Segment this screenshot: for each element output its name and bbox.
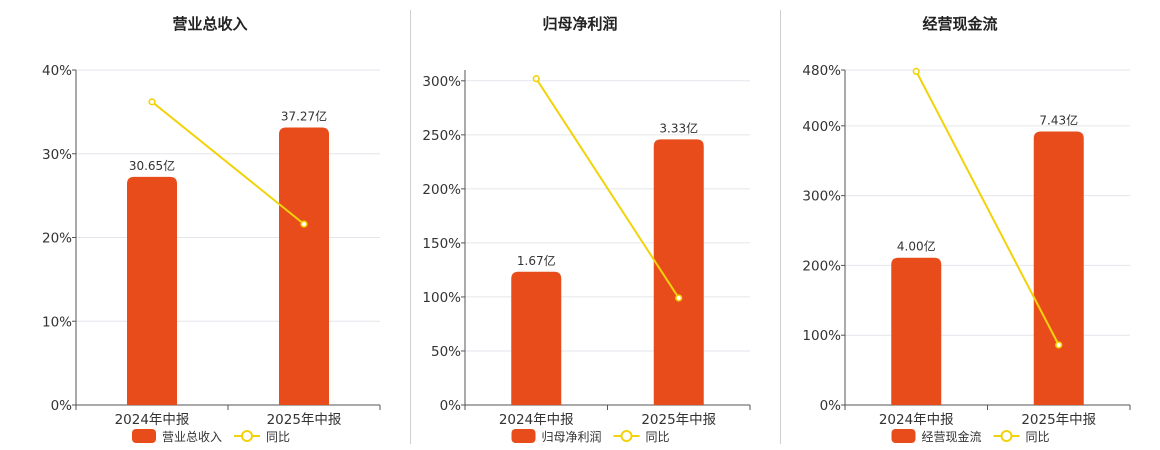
yoy-line — [535, 78, 680, 299]
chart-panel: 归母净利润 0% 50% 100% 150% 200% 250% 300% 1.67亿 3.33亿… — [422, 15, 751, 444]
legend: 归母净利润 同比 — [511, 429, 670, 444]
bar — [127, 176, 177, 405]
bar — [511, 271, 562, 405]
yoy-line — [915, 70, 1060, 346]
legend-line-label: 同比 — [1026, 430, 1050, 444]
y-tick-label: 0% — [820, 398, 842, 414]
bar-data-label: 1.67亿 — [517, 253, 556, 268]
legend-bar-label: 经营现金流 — [922, 429, 982, 444]
y-tick-label: 100% — [802, 328, 841, 344]
yoy-point — [1055, 341, 1063, 349]
y-tick-label: 40% — [42, 63, 72, 79]
y-tick-label: 300% — [422, 74, 461, 90]
bar-data-label: 37.27亿 — [281, 109, 327, 124]
legend-bar-swatch — [891, 429, 916, 443]
y-tick-label: 100% — [422, 290, 461, 306]
chart-panel: 经营现金流 0% 100% 200% 300% 400% 480% 4.00亿 7.43亿 202… — [802, 15, 1131, 444]
legend-bar-label: 营业总收入 — [162, 430, 222, 444]
y-tick-label: 400% — [802, 119, 841, 135]
chart-title: 营业总收入 — [172, 15, 247, 33]
legend-line-marker — [620, 430, 633, 442]
panel-divider — [780, 10, 781, 444]
y-tick-label: 0% — [51, 398, 73, 414]
y-tick-label: 0% — [440, 398, 462, 414]
y-tick-label: 200% — [802, 258, 841, 274]
legend-line-marker — [1000, 430, 1013, 442]
legend-bar-swatch — [132, 429, 156, 443]
y-tick-label: 150% — [422, 236, 461, 252]
x-tick-label: 2024年中报 — [499, 412, 574, 428]
yoy-line — [151, 101, 305, 225]
y-tick-label: 30% — [42, 147, 72, 163]
yoy-point — [300, 220, 308, 228]
y-tick-label: 300% — [802, 189, 841, 205]
yoy-point — [912, 67, 920, 75]
bar-data-label: 3.33亿 — [659, 120, 698, 135]
bar-data-label: 7.43亿 — [1039, 112, 1078, 127]
chart-title: 归母净利润 — [542, 15, 617, 33]
y-tick-label: 20% — [42, 231, 72, 247]
x-tick-label: 2024年中报 — [879, 412, 954, 428]
yoy-point — [148, 98, 156, 106]
y-tick-label: 10% — [42, 314, 72, 330]
legend-line-label: 同比 — [646, 430, 670, 444]
bar — [1033, 131, 1084, 405]
x-tick-label: 2025年中报 — [267, 412, 342, 428]
legend-line-marker — [241, 430, 253, 442]
x-tick-label: 2025年中报 — [1021, 412, 1096, 428]
legend: 经营现金流 同比 — [891, 429, 1050, 444]
y-tick-label: 250% — [422, 128, 461, 144]
legend-line-label: 同比 — [266, 430, 290, 444]
legend-bar-swatch — [511, 429, 536, 443]
bar-data-label: 30.65亿 — [129, 158, 175, 173]
y-tick-label: 50% — [431, 344, 461, 360]
chart-title: 经营现金流 — [922, 15, 997, 33]
legend: 营业总收入 同比 — [132, 429, 290, 444]
x-tick-label: 2025年中报 — [641, 412, 716, 428]
y-tick-label: 480% — [802, 63, 841, 79]
y-tick-label: 200% — [422, 182, 461, 198]
bar — [891, 257, 942, 405]
yoy-point — [532, 75, 540, 83]
bar — [653, 139, 704, 405]
legend-bar-label: 归母净利润 — [542, 430, 602, 444]
panel-divider — [410, 10, 411, 444]
bar — [279, 127, 329, 405]
x-tick-label: 2024年中报 — [115, 412, 190, 428]
bar-data-label: 4.00亿 — [897, 239, 936, 254]
yoy-point — [675, 294, 683, 302]
chart-panel: 营业总收入 0% 10% 20% 30% 40% 30.65亿 37.27亿 2024年中报 20… — [42, 15, 381, 444]
